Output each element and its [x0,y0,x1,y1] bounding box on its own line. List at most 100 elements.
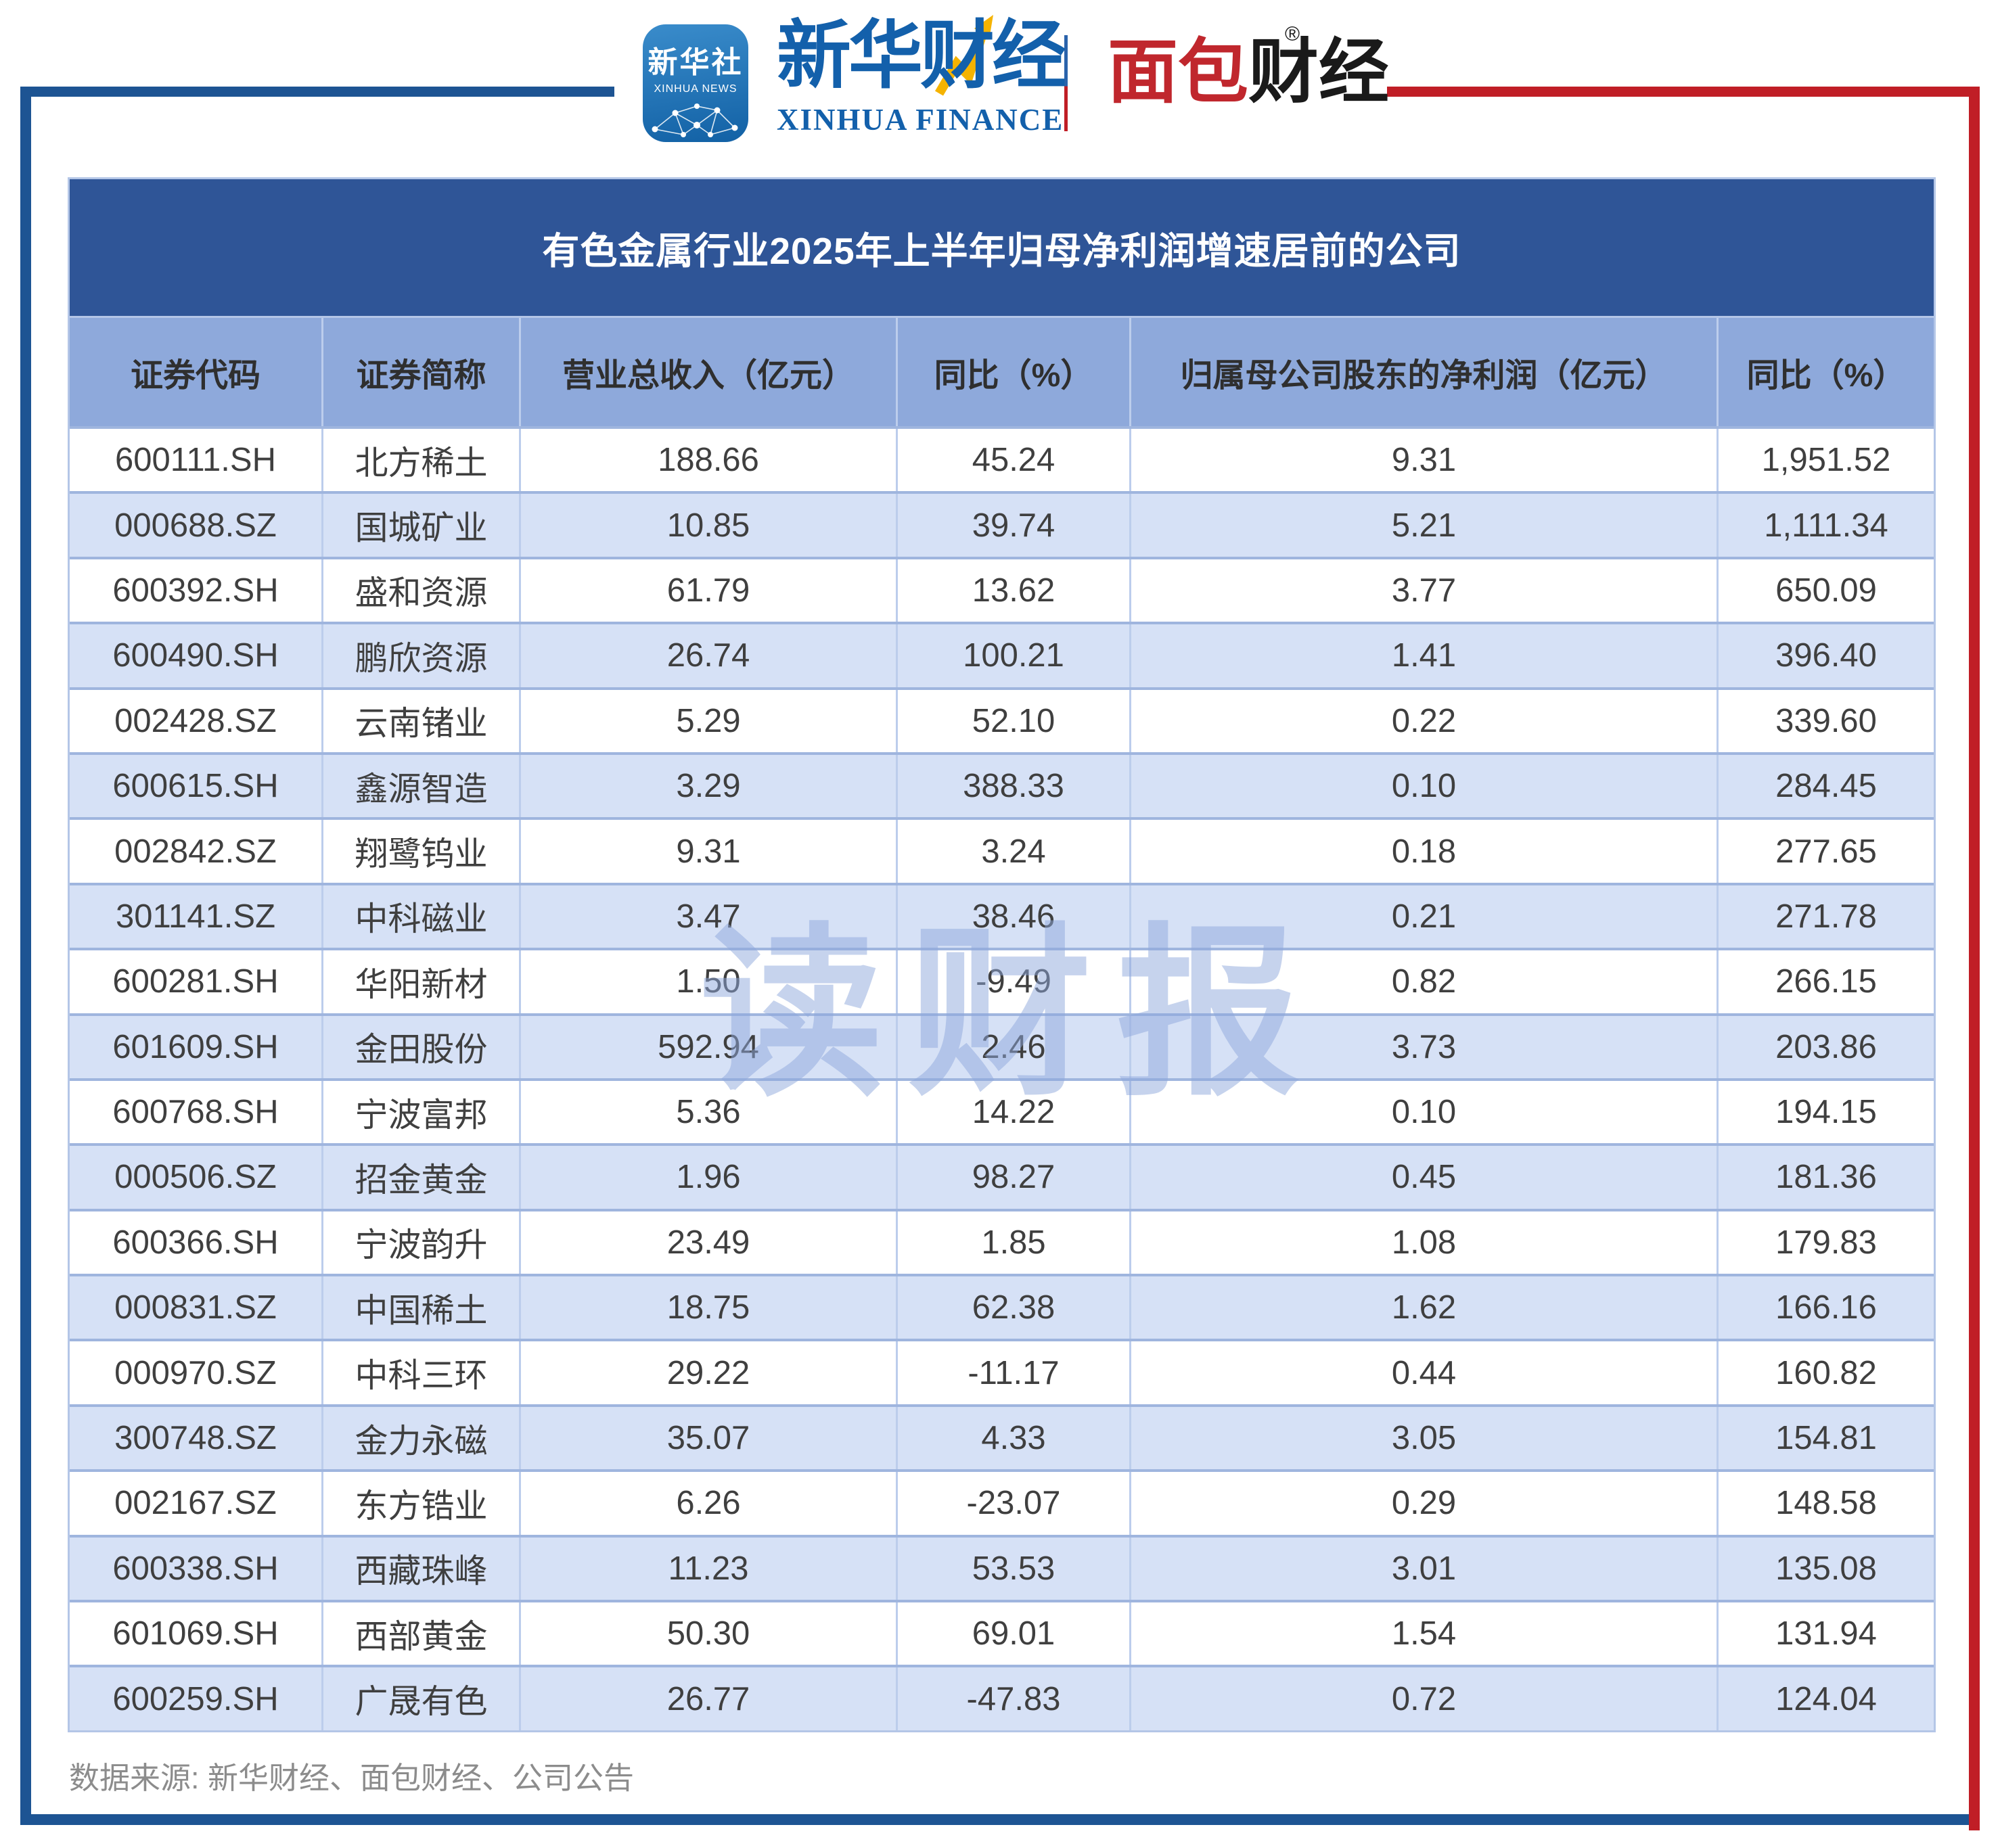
column-header-net-profit: 归属母公司股东的净利润（亿元） [1129,318,1717,426]
revenue-yoy: -11.17 [896,1341,1129,1404]
stock-code: 300748.SZ [114,1420,277,1457]
stock-name: 招金黄金 [321,1146,519,1209]
revenue-yoy: 39.74 [896,494,1129,557]
net-profit: 1.54 [1129,1602,1717,1665]
revenue-yoy: 62.38 [896,1276,1129,1339]
table-row: 600768.SH 宁波富邦 5.36 14.22 0.10 194.15 [70,1078,1934,1144]
table-row: 002167.SZ 东方锆业 6.26 -23.07 0.29 148.58 [70,1469,1934,1535]
net-profit: 5.21 [1129,494,1717,557]
revenue: 61.79 [519,559,896,622]
profit-yoy: 284.45 [1717,754,1934,818]
profit-yoy: 131.94 [1717,1602,1934,1665]
net-profit: 9.31 [1129,429,1717,492]
stock-code: 600259.SH [112,1680,279,1717]
stock-name: 云南锗业 [321,689,519,752]
stock-name: 宁波富邦 [321,1080,519,1144]
stock-code: 000506.SZ [114,1159,277,1196]
profit-yoy: 266.15 [1717,950,1934,1013]
revenue-yoy: 388.33 [896,754,1129,818]
table-row: 300748.SZ 金力永磁 35.07 4.33 3.05 154.81 [70,1404,1934,1470]
stock-code: 601069.SH [112,1615,279,1653]
stock-name: 金田股份 [321,1015,519,1078]
data-source-note: 数据来源: 新华财经、面包财经、公司公告 [69,1761,635,1795]
net-profit: 3.01 [1129,1537,1717,1600]
column-header-revenue: 营业总收入（亿元） [519,318,896,426]
revenue: 9.31 [519,820,896,883]
table-row: 600392.SH 盛和资源 61.79 13.62 3.77 650.09 [70,556,1934,622]
logo-divider-line [1064,35,1068,131]
revenue: 5.29 [519,689,896,752]
stock-code: 600392.SH [112,572,279,609]
revenue: 5.36 [519,1080,896,1144]
table-header-row: 证券代码 证券简称 营业总收入（亿元） 同比（%） 归属母公司股东的净利润（亿元） 同比（… [70,316,1934,426]
stock-name: 西部黄金 [321,1602,519,1665]
stock-code: 600111.SH [115,442,276,479]
stock-name: 中科磁业 [321,885,519,948]
stock-code: 600768.SH [112,1094,279,1131]
net-profit: 0.45 [1129,1146,1717,1209]
xinhua-finance-cn-text: 新华财经 [777,14,1066,97]
net-profit: 0.82 [1129,950,1717,1013]
net-profit: 0.29 [1129,1472,1717,1535]
profit-yoy: 194.15 [1717,1080,1934,1144]
revenue: 1.96 [519,1146,896,1209]
xinhua-news-app-icon: 新华社 XINHUA NEWS [643,24,748,142]
xinhua-finance-en-text: XINHUA FINANCE [777,103,1064,137]
stock-code: 600490.SH [112,637,279,674]
xinhua-finance-logo: 新华财经 XINHUA FINANCE [777,15,1068,137]
column-header-stock-code: 证券代码 [130,358,260,394]
stock-name: 鹏欣资源 [321,624,519,687]
table-row: 000688.SZ 国城矿业 10.85 39.74 5.21 1,111.34 [70,491,1934,557]
profit-yoy: 135.08 [1717,1537,1934,1600]
profit-yoy: 271.78 [1717,885,1934,948]
profit-yoy: 650.09 [1717,559,1934,622]
column-header-stock-name: 证券简称 [321,318,519,426]
revenue: 18.75 [519,1276,896,1339]
xinhua-finance-wordmark-cn: 新华财经 [777,15,1068,97]
revenue: 26.77 [519,1667,896,1730]
profit-yoy: 181.36 [1717,1146,1934,1209]
table-row: 600615.SH 鑫源智造 3.29 388.33 0.10 284.45 [70,752,1934,818]
revenue: 26.74 [519,624,896,687]
stock-code: 301141.SZ [115,898,276,935]
table-row: 000970.SZ 中科三环 29.22 -11.17 0.44 160.82 [70,1339,1934,1404]
table-row: 600366.SH 宁波韵升 23.49 1.85 1.08 179.83 [70,1208,1934,1274]
table-row: 000831.SZ 中国稀土 18.75 62.38 1.62 166.16 [70,1274,1934,1339]
profit-yoy: 179.83 [1717,1211,1934,1274]
net-profit: 0.44 [1129,1341,1717,1404]
stock-code: 002167.SZ [114,1485,277,1522]
stock-code: 002428.SZ [114,702,277,739]
frame-line-right [1969,87,1980,1830]
revenue-yoy: -9.49 [896,950,1129,1013]
profit-yoy: 277.65 [1717,820,1934,883]
xinhua-news-icon-label-cn: 新华社 [647,46,744,79]
table-row: 600338.SH 西藏珠峰 11.23 53.53 3.01 135.08 [70,1534,1934,1600]
revenue: 11.23 [519,1537,896,1600]
net-profit: 3.05 [1129,1406,1717,1470]
table-row: 600490.SH 鹏欣资源 26.74 100.21 1.41 396.40 [70,622,1934,687]
table-title: 有色金属行业2025年上半年归母净利润增速居前的公司 [70,179,1934,316]
revenue: 35.07 [519,1406,896,1470]
revenue-yoy: 4.33 [896,1406,1129,1470]
profit-yoy: 124.04 [1717,1667,1934,1730]
revenue: 1.50 [519,950,896,1013]
revenue-yoy: 45.24 [896,429,1129,492]
stock-name: 华阳新材 [321,950,519,1013]
xinhua-news-icon-label-en: XINHUA NEWS [654,83,737,95]
stock-code: 601609.SH [112,1028,279,1065]
revenue: 23.49 [519,1211,896,1274]
profit-yoy: 339.60 [1717,689,1934,752]
revenue-yoy: -23.07 [896,1472,1129,1535]
revenue: 3.29 [519,754,896,818]
profit-yoy: 1,111.34 [1717,494,1934,557]
table-row: 600259.SH 广晟有色 26.77 -47.83 0.72 124.04 [70,1665,1934,1730]
net-profit: 1.08 [1129,1211,1717,1274]
logo-band: 新华社 XINHUA NEWS 新华财经 XINHUA FINANCE [0,0,2000,169]
net-profit: 3.77 [1129,559,1717,622]
revenue: 3.47 [519,885,896,948]
profit-growth-table: 有色金属行业2025年上半年归母净利润增速居前的公司 证券代码 证券简称 营业总收入… [68,177,1936,1732]
net-profit: 1.62 [1129,1276,1717,1339]
net-profit: 0.10 [1129,1080,1717,1144]
stock-name: 鑫源智造 [321,754,519,818]
revenue-yoy: 53.53 [896,1537,1129,1600]
